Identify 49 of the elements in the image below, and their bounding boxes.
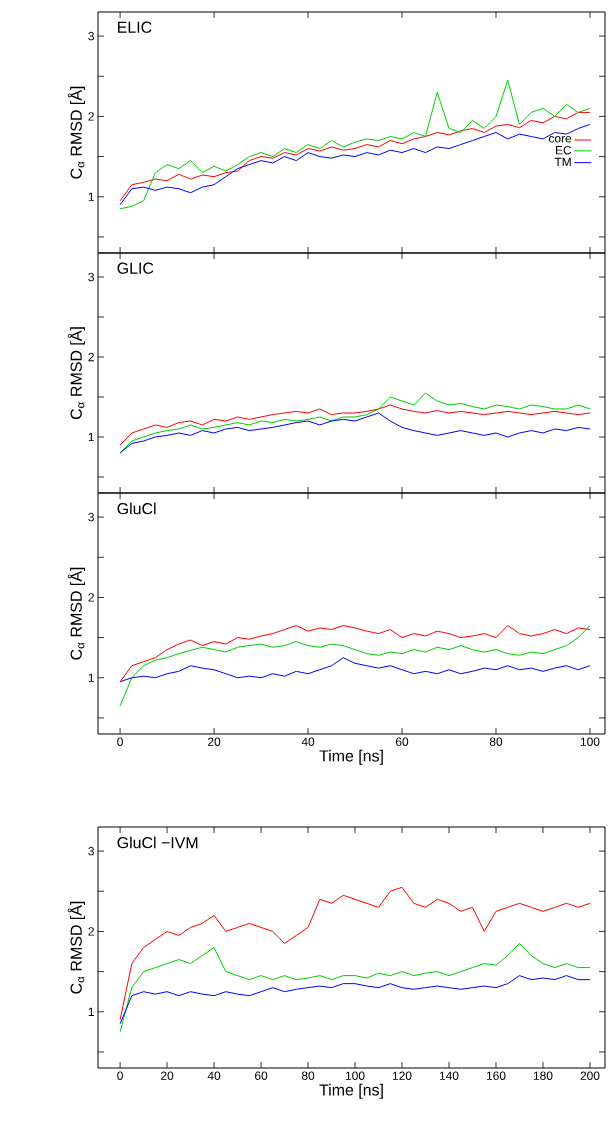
x-tick-label: 180 [533,1071,553,1080]
chart-title: GluCl [117,502,156,515]
legend-label: TM [554,157,571,166]
x-tick-label: 100 [580,737,600,746]
x-tick-label: 40 [207,1071,221,1080]
line-series [119,625,591,683]
chart-title: ELIC [118,21,152,33]
x-tick-label: 20 [161,1071,174,1080]
x-tick-label: 100 [345,1071,365,1080]
line-series [119,79,591,210]
line-series [119,657,591,683]
x-tick-label: 0 [117,1071,123,1080]
line-series [119,111,591,202]
x-tick-label: 140 [439,1071,459,1080]
y-tick-label: 1 [88,192,94,201]
y-tick-label: 3 [88,31,94,41]
line-series [119,123,591,206]
y-axis-title: C$_{α}$ RMSD [Å] [67,901,85,994]
x-axis-title: Time [ns] [319,1083,383,1099]
line-series [119,412,591,454]
y-tick-label: 1 [88,673,94,682]
line-series [119,404,591,446]
x-tick-label: 80 [301,1071,315,1080]
y-axis-title: C$_{α}$ RMSD [Å] [67,86,85,179]
chart-title: GluCl −IVM [117,836,198,849]
chart-title: GLIC [117,262,154,274]
y-tick-label: 1 [88,1007,94,1016]
y-tick-label: 3 [88,272,94,282]
y-tick-label: 3 [88,846,94,856]
x-tick-label: 60 [395,737,409,746]
y-tick-label: 1 [88,432,94,442]
x-tick-label: 120 [392,1071,412,1080]
x-tick-label: 80 [489,737,503,746]
x-tick-label: 200 [580,1071,600,1080]
y-tick-label: 2 [88,112,94,121]
y-axis-title: C$_{α}$ RMSD [Å] [67,567,85,660]
legend-label: EC [556,145,572,155]
y-tick-label: 3 [88,512,94,522]
x-tick-label: 20 [208,737,221,746]
y-tick-label: 2 [88,927,94,936]
x-tick-label: 60 [255,1071,268,1080]
y-tick-label: 2 [88,593,94,602]
x-axis-title: Time [ns] [319,749,383,765]
y-tick-label: 2 [88,352,94,362]
legend-label: core [548,136,572,143]
x-tick-label: 160 [486,1071,506,1080]
x-tick-label: 0 [117,737,123,746]
x-tick-label: 40 [301,737,315,746]
y-axis-title: C$_{α}$ RMSD [Å] [67,327,85,420]
